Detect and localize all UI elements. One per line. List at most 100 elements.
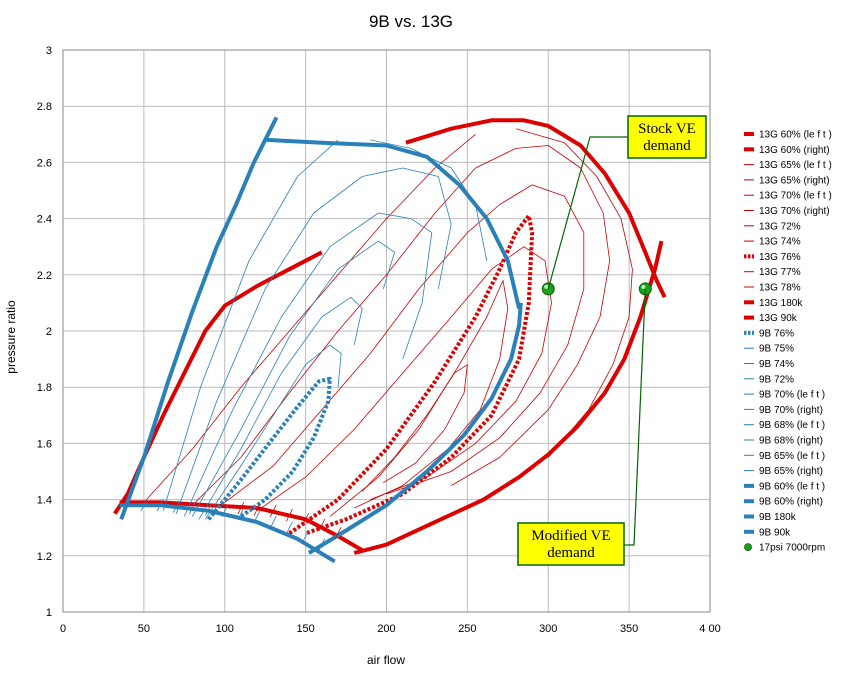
x-tick-label: 0 — [60, 623, 66, 635]
speed-tick-13g — [286, 508, 293, 522]
tick-labels: 0 50 100 150 200 250 300 350 4 00 1 1.2 1.4 1.6 1.8 2 2… — [37, 45, 721, 635]
speed-tick-9b — [156, 499, 164, 512]
series-13g-90k — [353, 240, 664, 555]
legend-item-9b-75: 9B 75% — [744, 344, 794, 355]
legend-label: 13G 70% (right) — [759, 206, 830, 217]
chart-title: 9B vs. 13G — [369, 12, 453, 31]
callout-box — [627, 115, 707, 159]
x-tick-label: 150 — [296, 623, 314, 635]
legend-item-13g-76: 13G 76% — [744, 252, 801, 263]
series-13g-76 — [288, 213, 535, 536]
legend-item-13g-72: 13G 72% — [744, 221, 801, 232]
speed-tick-9b — [269, 515, 277, 529]
legend-label: 9B 60% (le f t ) — [759, 481, 825, 492]
legend-item-9b-74: 9B 74% — [744, 359, 794, 370]
y-tick-label: 1.2 — [37, 551, 52, 563]
x-tick-label: 250 — [458, 623, 476, 635]
speed-tick-9b — [318, 538, 326, 551]
series-9b-70-right — [378, 212, 433, 360]
series-9b-60-right — [266, 137, 522, 309]
legend-label: 13G 74% — [759, 237, 801, 248]
legend-label: 9B 76% — [759, 328, 794, 339]
y-tick-label: 2.6 — [37, 157, 52, 169]
legend-item-9b-65-le-f-t: 9B 65% (le f t ) — [744, 451, 825, 462]
speed-tick-9b — [189, 501, 196, 515]
series-13g-65-right — [515, 128, 633, 458]
legend: 13G 60% (le f t ) 13G 60% (right) 13G 65% … — [744, 130, 832, 554]
y-tick-label: 3 — [46, 45, 52, 57]
legend-item-9b-90k: 9B 90k — [744, 527, 791, 538]
callout-text: demand — [547, 545, 595, 561]
legend-item-9b-70-right: 9B 70% (right) — [744, 405, 823, 416]
x-axis-label: air flow — [367, 653, 405, 667]
legend-label: 13G 180k — [759, 298, 803, 309]
series-9b-180k — [119, 503, 336, 564]
legend-item-13g-90k: 13G 90k — [744, 313, 798, 324]
series-9b-74 — [198, 296, 363, 520]
legend-label: 9B 90k — [759, 527, 791, 538]
legend-label: 9B 65% (le f t ) — [759, 451, 825, 462]
legend-label: 9B 65% (right) — [759, 466, 823, 477]
legend-item-13g-74: 13G 74% — [744, 237, 801, 248]
y-axis-label: pressure ratio — [4, 300, 18, 374]
x-tick-label: 50 — [138, 623, 150, 635]
legend-item-9b-60-right: 9B 60% (right) — [744, 497, 823, 508]
legend-item-13g-77: 13G 77% — [744, 267, 801, 278]
legend-label: 13G 60% (le f t ) — [759, 130, 832, 141]
legend-label: 9B 74% — [759, 359, 794, 370]
legend-label: 17psi 7000rpm — [759, 543, 825, 554]
series-9b-75 — [204, 344, 342, 520]
series-9b-65-le-f-t — [162, 139, 339, 511]
x-tick-label: 300 — [539, 623, 557, 635]
marker-highlight — [544, 284, 549, 289]
series-layer — [113, 116, 667, 564]
marker-highlight — [641, 284, 646, 289]
legend-item-9b-180k: 9B 180k — [744, 512, 797, 523]
series-13g-70-le-f-t — [192, 167, 476, 506]
legend-item-13g-70-le-f-t: 13G 70% (le f t ) — [744, 191, 832, 202]
callout-box — [517, 522, 625, 566]
series-9b-60-le-f-t — [119, 116, 279, 520]
x-tick-label: 100 — [216, 623, 234, 635]
series-13g-72 — [224, 184, 585, 503]
x-tick-label: 4 00 — [699, 623, 720, 635]
y-tick-label: 2 — [46, 326, 52, 338]
speed-tick-9b — [237, 507, 245, 520]
legend-label: 9B 70% (le f t ) — [759, 390, 825, 401]
legend-item-9b-72: 9B 72% — [744, 374, 794, 385]
legend-item-13g-60-le-f-t: 13G 60% (le f t ) — [744, 130, 832, 141]
legend-item-9b-68-le-f-t: 9B 68% (le f t ) — [744, 420, 825, 431]
callout-leader — [624, 288, 646, 546]
legend-label: 9B 68% (right) — [759, 436, 823, 447]
speed-tick-13g — [334, 527, 342, 540]
y-tick-label: 1 — [46, 607, 52, 619]
legend-item-9b-60-le-f-t: 9B 60% (le f t ) — [744, 481, 825, 492]
callout-text: Modified VE — [531, 528, 610, 544]
y-tick-label: 1.6 — [37, 438, 52, 450]
speed-tick-13g — [253, 503, 261, 516]
legend-label: 13G 90k — [759, 313, 798, 324]
series-13g-74 — [256, 246, 552, 512]
series-9b-65-right — [370, 139, 488, 261]
speed-tick-13g — [302, 513, 309, 526]
legend-label: 9B 70% (right) — [759, 405, 823, 416]
legend-item-9b-70-le-f-t: 9B 70% (le f t ) — [744, 390, 825, 401]
y-tick-label: 2.2 — [37, 270, 52, 282]
legend-item-17psi-7000rpm: 17psi 7000rpm — [744, 543, 825, 554]
legend-label: 13G 77% — [759, 267, 801, 278]
callout-text: demand — [643, 138, 691, 154]
speed-tick-9b — [286, 521, 293, 534]
series-9b-90k — [307, 302, 523, 555]
plot-frame — [62, 49, 711, 613]
legend-label: 13G 78% — [759, 283, 801, 294]
speed-tick-13g — [237, 501, 245, 515]
speed-tick-13g — [318, 518, 326, 532]
speed-tick-9b — [253, 510, 261, 523]
legend-label: 9B 72% — [759, 374, 794, 385]
legend-item-13g-65-right: 13G 65% (right) — [744, 175, 830, 186]
legend-item-13g-70-right: 13G 70% (right) — [744, 206, 830, 217]
legend-item-9b-65-right: 9B 65% (right) — [744, 466, 823, 477]
series-9b-68-le-f-t — [175, 176, 363, 514]
speed-tick-13g — [269, 504, 277, 518]
